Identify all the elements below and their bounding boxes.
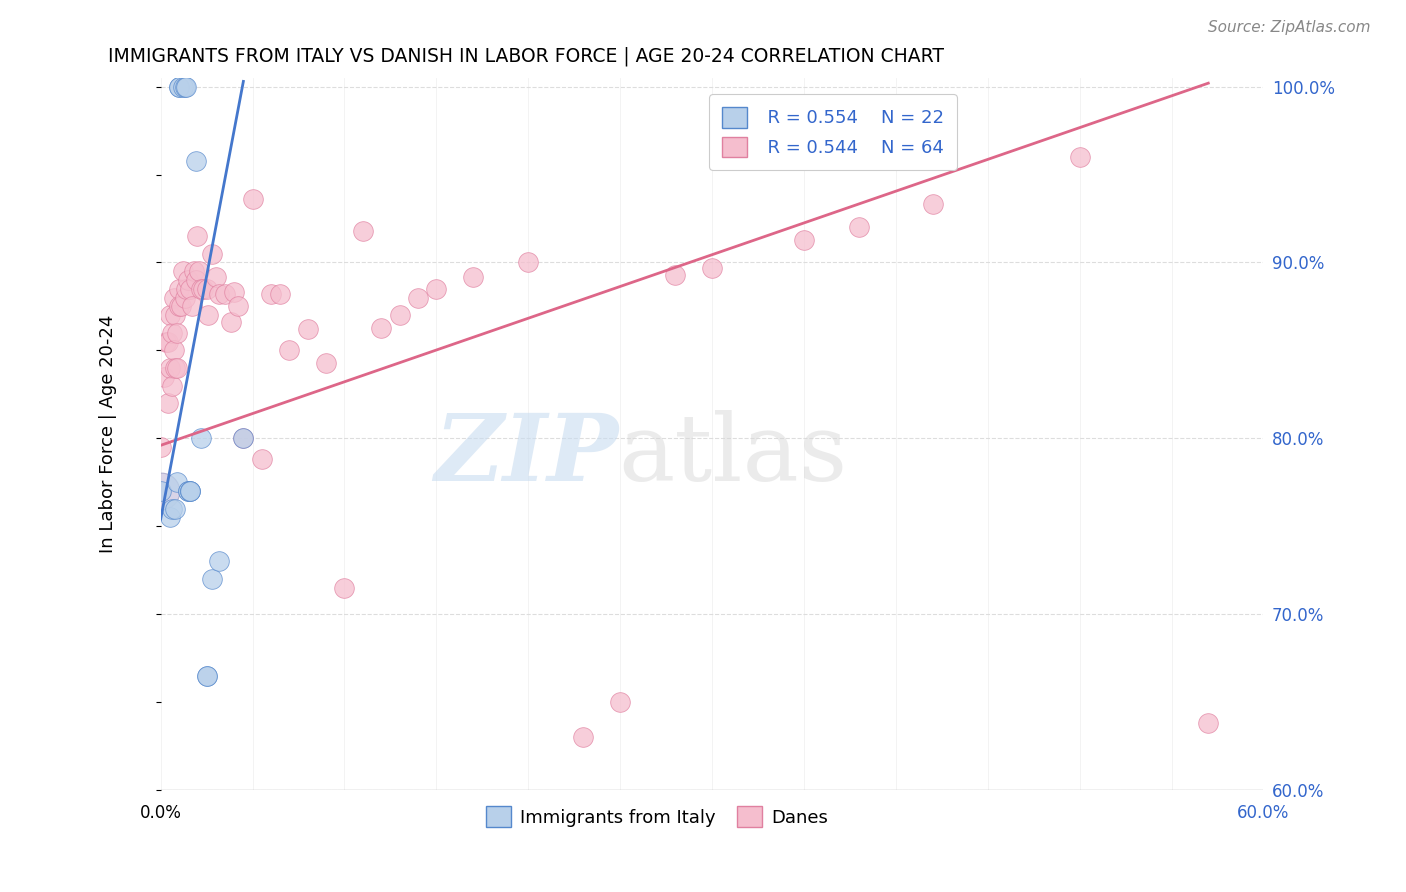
Point (572, 730, 595, 744)
Point (278, 343, 301, 358)
Point (173, 79, 195, 94)
Point (165, 501, 187, 516)
Point (170, 300, 193, 314)
Point (195, 668, 218, 682)
Point (166, 326, 188, 340)
Text: IMMIGRANTS FROM ITALY VS DANISH IN LABOR FORCE | AGE 20-24 CORRELATION CHART: IMMIGRANTS FROM ITALY VS DANISH IN LABOR… (108, 46, 943, 66)
Point (191, 282, 214, 296)
Point (179, 282, 201, 296)
Point (159, 361, 181, 376)
Point (208, 287, 231, 301)
Point (406, 291, 429, 305)
Point (156, 334, 179, 349)
Text: In Labor Force | Age 20-24: In Labor Force | Age 20-24 (98, 315, 117, 553)
Point (700, 260, 723, 275)
Point (156, 396, 179, 410)
Point (232, 431, 254, 445)
Point (184, 153, 207, 168)
Point (609, 695, 631, 709)
Point (425, 282, 447, 296)
Point (165, 308, 187, 322)
Point (195, 282, 218, 296)
Point (352, 224, 374, 238)
Point (179, 483, 201, 498)
Point (517, 255, 540, 269)
Point (166, 475, 188, 490)
Point (179, 483, 201, 498)
Text: ZIP: ZIP (434, 410, 619, 500)
Point (214, 287, 236, 301)
Point (1197, 716, 1219, 731)
Point (153, 369, 176, 384)
Point (173, 291, 195, 305)
Point (177, 483, 200, 498)
Point (226, 300, 249, 314)
Point (167, 282, 190, 296)
Point (159, 308, 181, 322)
Point (190, 431, 212, 445)
Point (149, 483, 172, 498)
Point (190, 282, 212, 296)
Point (165, 361, 187, 376)
Point (149, 483, 172, 498)
Point (242, 192, 264, 206)
Point (201, 246, 224, 260)
Point (297, 322, 319, 336)
Point (921, 197, 943, 211)
Point (184, 273, 207, 287)
Point (204, 269, 226, 284)
Point (162, 343, 184, 358)
Point (183, 264, 205, 278)
Point (160, 326, 183, 340)
Point (179, 483, 201, 498)
Point (172, 79, 194, 94)
Point (388, 308, 411, 322)
Point (188, 264, 211, 278)
Point (461, 269, 484, 284)
Point (180, 300, 202, 314)
Point (167, 79, 190, 94)
Point (250, 452, 273, 467)
Point (176, 282, 198, 296)
Point (1069, 150, 1091, 164)
Point (333, 581, 356, 595)
Point (208, 554, 231, 568)
Point (149, 440, 172, 454)
Point (219, 315, 242, 329)
Point (195, 668, 218, 682)
Text: Source: ZipAtlas.com: Source: ZipAtlas.com (1208, 20, 1371, 35)
Point (160, 378, 183, 392)
Point (197, 308, 219, 322)
Point (848, 220, 870, 235)
Legend: Immigrants from Italy, Danes: Immigrants from Italy, Danes (478, 799, 835, 834)
Point (160, 501, 183, 516)
Point (370, 320, 392, 334)
Text: 0.0%: 0.0% (139, 804, 181, 822)
Point (664, 268, 686, 282)
Point (232, 431, 254, 445)
Point (167, 300, 190, 314)
Point (315, 356, 337, 370)
Point (167, 79, 190, 94)
Point (793, 233, 815, 247)
Text: 60.0%: 60.0% (1237, 804, 1289, 822)
Point (155, 334, 177, 349)
Point (176, 79, 198, 94)
Point (201, 572, 224, 586)
Point (166, 361, 188, 376)
Point (260, 287, 283, 301)
Point (177, 273, 200, 287)
Point (224, 285, 246, 300)
Point (172, 264, 194, 278)
Point (186, 229, 208, 244)
Text: atlas: atlas (619, 410, 848, 500)
Point (177, 483, 200, 498)
Point (162, 291, 184, 305)
Point (159, 510, 181, 524)
Point (269, 287, 291, 301)
